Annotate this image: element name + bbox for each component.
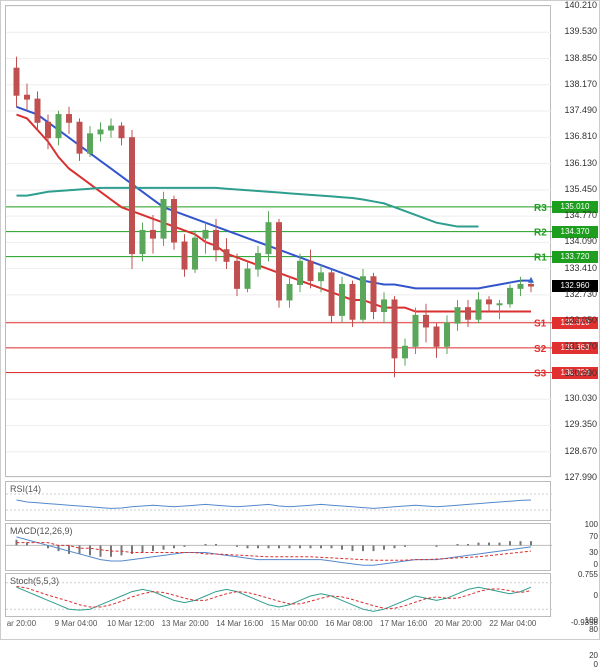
x-tick: 14 Mar 16:00 — [216, 619, 263, 628]
chart-container: R3R2R1S1S2S3 135.010134.370133.720132.01… — [0, 0, 600, 640]
x-axis: ar 20:00 9 Mar 04:00 10 Mar 12:00 13 Mar 20… — [5, 619, 551, 637]
x-tick: ar 20:00 — [7, 619, 36, 628]
y-axis: 140.210139.530138.850138.170137.490136.8… — [551, 5, 597, 477]
svg-text:R3: R3 — [534, 203, 547, 214]
svg-text:S3: S3 — [534, 369, 547, 380]
price-chart[interactable]: R3R2R1S1S2S3 135.010134.370133.720132.01… — [5, 5, 551, 477]
y-tick: 130.030 — [562, 393, 597, 403]
y-tick: 128.670 — [562, 446, 597, 456]
svg-text:R1: R1 — [534, 253, 547, 264]
x-tick: 17 Mar 16:00 — [380, 619, 427, 628]
svg-text:R2: R2 — [534, 228, 547, 239]
x-tick: 16 Mar 08:00 — [325, 619, 372, 628]
x-tick: 10 Mar 12:00 — [107, 619, 154, 628]
y-tick: 132.050 — [562, 315, 597, 325]
y-tick: 129.350 — [562, 419, 597, 429]
y-tick: 133.410 — [562, 263, 597, 273]
x-tick: 15 Mar 00:00 — [271, 619, 318, 628]
rsi-label: RSI(14) — [10, 484, 41, 494]
y-tick: 136.130 — [562, 158, 597, 168]
rsi-svg — [6, 482, 552, 522]
rsi-panel[interactable]: RSI(14) 03070100 — [5, 481, 551, 521]
svg-text:S2: S2 — [534, 344, 547, 355]
x-tick: 20 Mar 20:00 — [435, 619, 482, 628]
y-tick: 134.090 — [562, 236, 597, 246]
svg-text:S1: S1 — [534, 319, 547, 330]
y-tick: 138.170 — [562, 79, 597, 89]
y-tick: 136.810 — [562, 131, 597, 141]
stoch-panel[interactable]: Stoch(5,5,3) 02080100 — [5, 573, 551, 617]
macd-label: MACD(12,26,9) — [10, 526, 73, 536]
y-tick: 139.530 — [562, 26, 597, 36]
macd-panel[interactable]: MACD(12,26,9) -0.935800.755 — [5, 523, 551, 571]
x-tick: 13 Mar 20:00 — [162, 619, 209, 628]
stoch-label: Stoch(5,5,3) — [10, 576, 59, 586]
x-tick: 9 Mar 04:00 — [55, 619, 98, 628]
y-tick: 127.990 — [562, 472, 597, 482]
y-tick: 135.450 — [562, 184, 597, 194]
macd-svg — [6, 524, 552, 572]
y-tick: 137.490 — [562, 105, 597, 115]
y-tick: 132.730 — [562, 289, 597, 299]
y-tick: 130.690 — [562, 368, 597, 378]
stoch-svg — [6, 574, 552, 618]
price-svg: R3 R2 R1 S1 S2 S3 — [6, 6, 552, 478]
y-tick: 140.210 — [562, 0, 597, 10]
y-tick: 134.770 — [562, 210, 597, 220]
x-tick: 22 Mar 04:00 — [489, 619, 536, 628]
y-tick: 131.370 — [562, 341, 597, 351]
y-tick: 138.850 — [562, 53, 597, 63]
